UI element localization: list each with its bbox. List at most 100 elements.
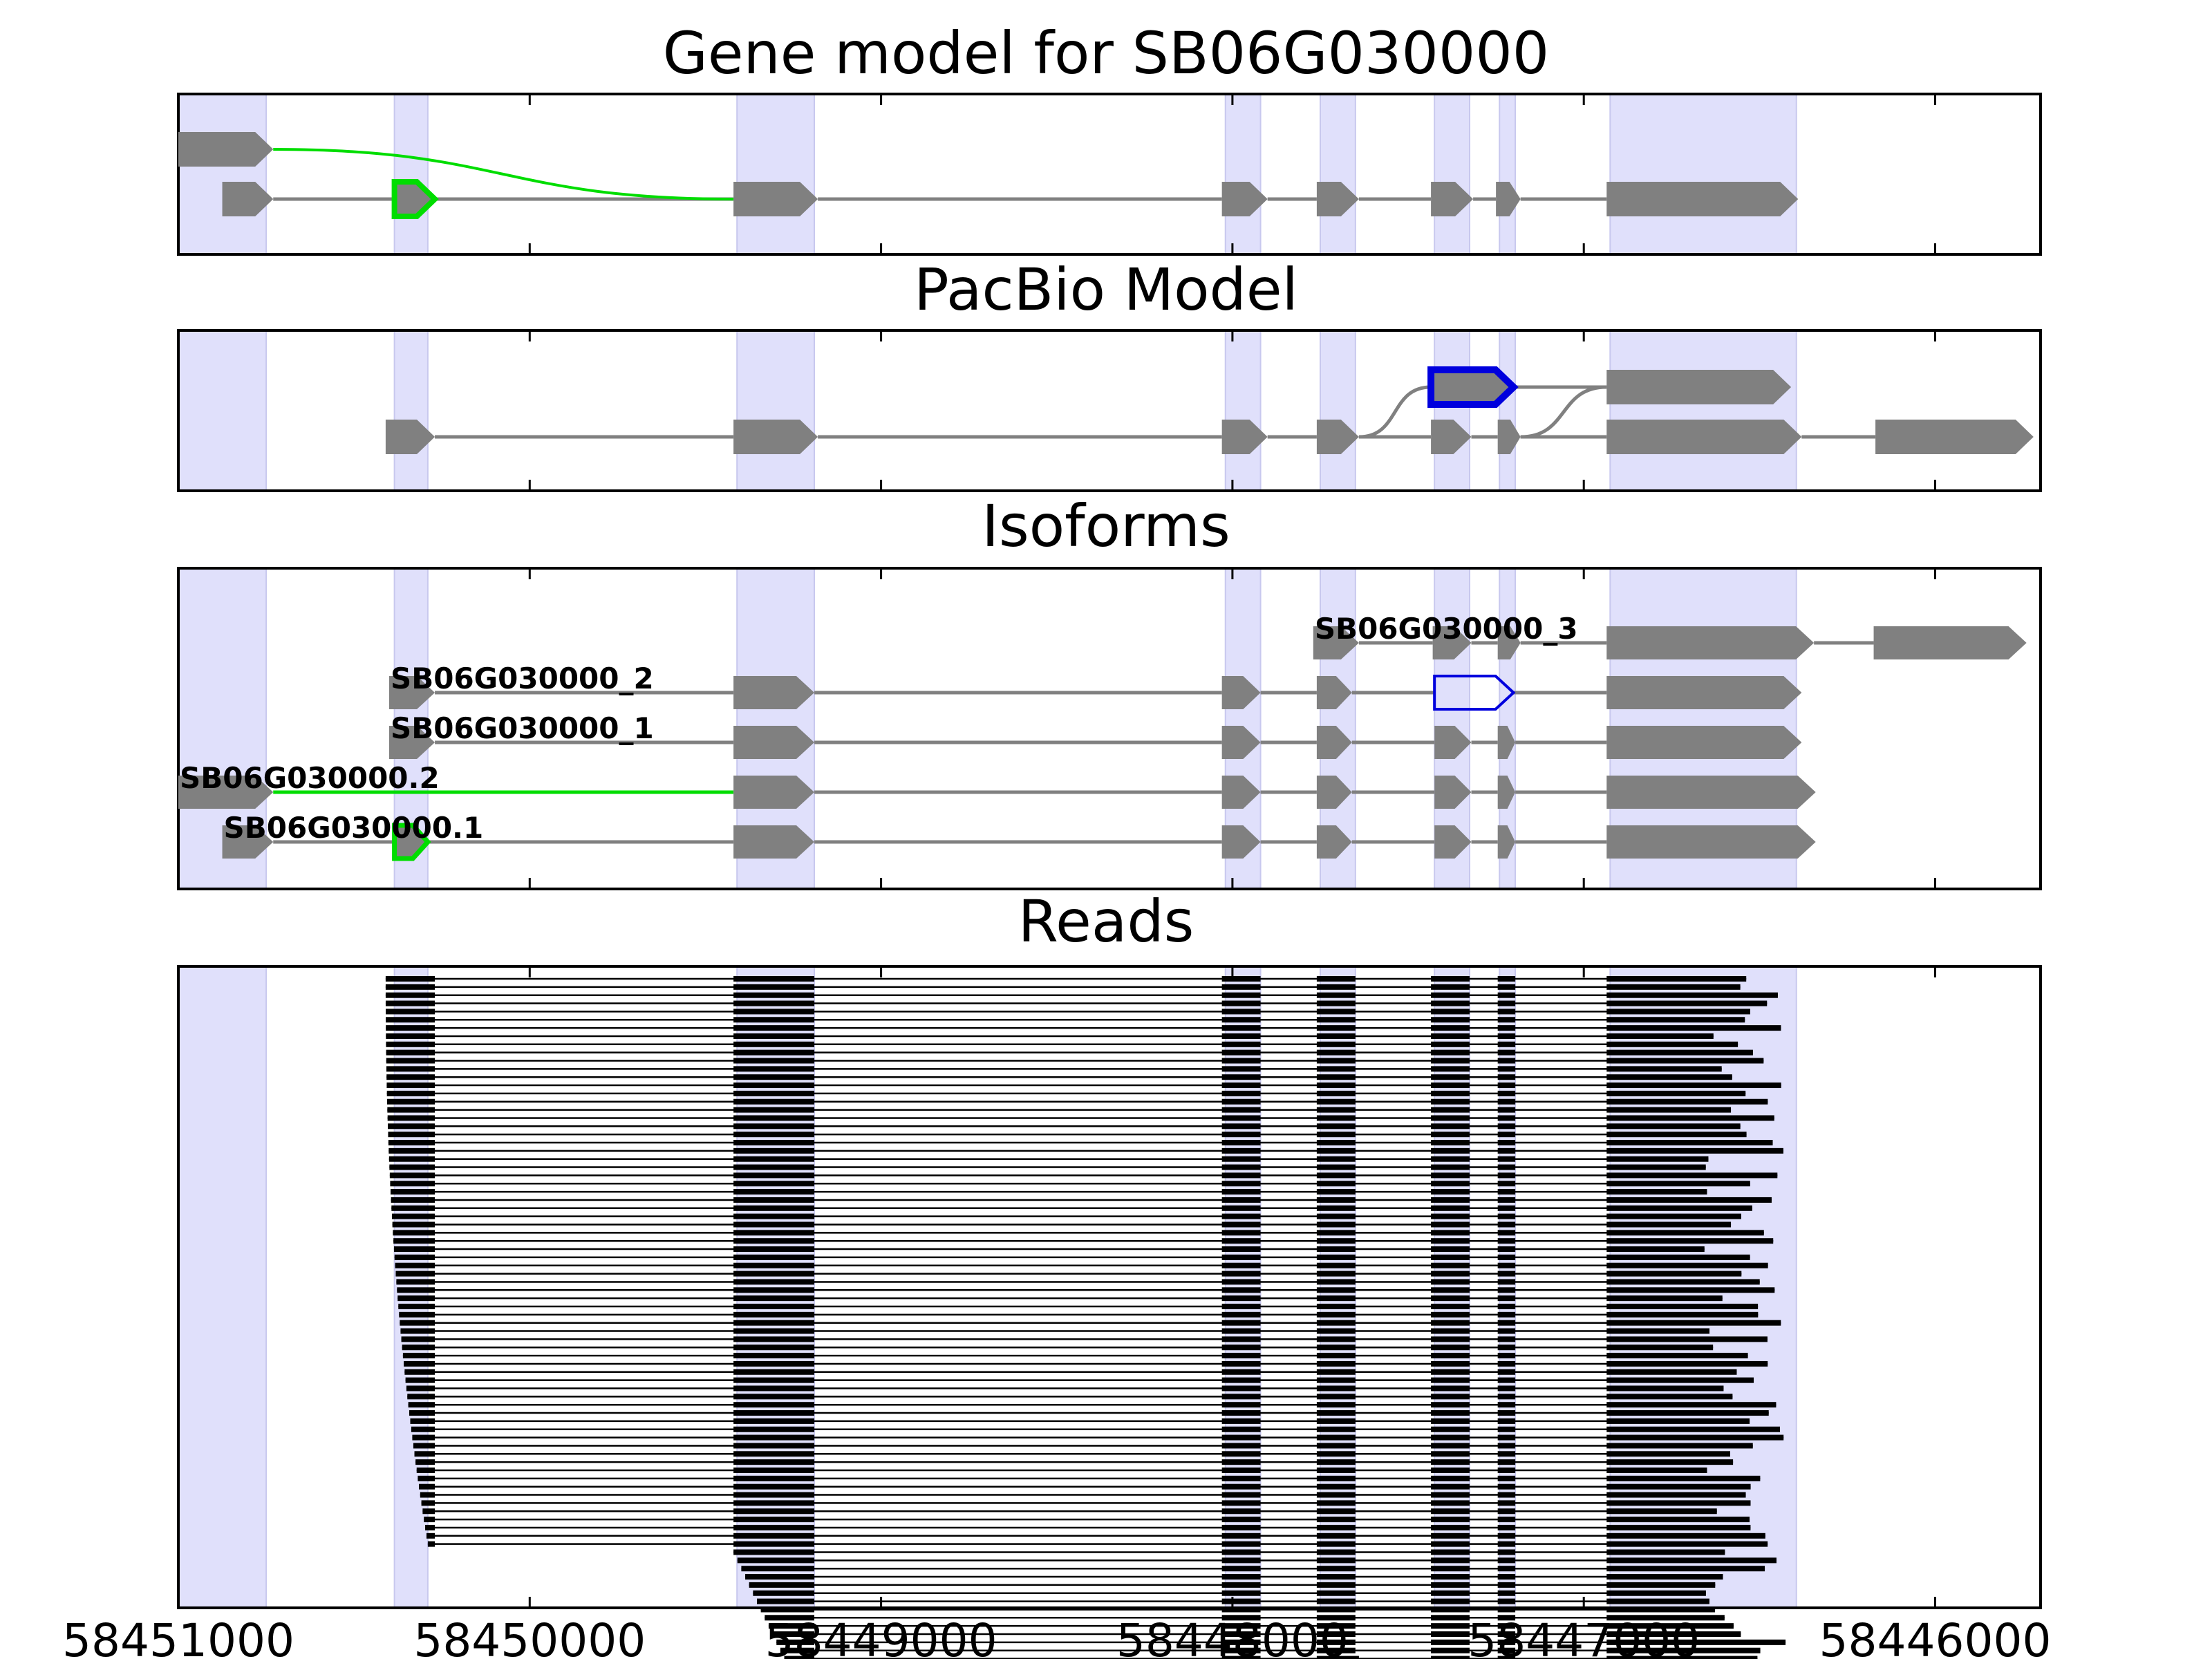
read-block xyxy=(1497,1058,1516,1064)
read-block xyxy=(399,1311,435,1318)
read-block xyxy=(1221,1066,1261,1072)
read-block xyxy=(1221,1524,1261,1530)
read-block xyxy=(1221,1132,1261,1138)
read-block xyxy=(1497,1172,1516,1179)
read-row xyxy=(386,1090,1746,1096)
splice-bridge xyxy=(273,148,734,200)
read-block xyxy=(1221,1147,1261,1154)
read-block xyxy=(1431,1311,1470,1318)
read-row xyxy=(418,1475,1761,1481)
read-block xyxy=(1431,1238,1470,1244)
read-block xyxy=(733,1082,815,1089)
read-block xyxy=(388,1132,435,1138)
exon-block xyxy=(1434,776,1472,809)
read-block xyxy=(1221,1238,1261,1244)
exon-block xyxy=(385,420,435,454)
read-block xyxy=(1221,1541,1261,1547)
read-block xyxy=(1431,1524,1470,1530)
read-row xyxy=(776,1639,1786,1645)
x-tick-label: 58447000 xyxy=(1468,1614,1700,1659)
read-block xyxy=(1221,1311,1261,1318)
read-block xyxy=(1606,1541,1768,1547)
read-row xyxy=(393,1246,1705,1253)
read-block xyxy=(1221,1483,1261,1490)
exon-block xyxy=(1316,776,1352,809)
pacbio-model-frame xyxy=(177,329,2042,492)
read-block xyxy=(1221,1336,1261,1342)
read-block xyxy=(1316,1492,1356,1498)
isoform-label: SB06G030000_2 xyxy=(391,662,654,695)
read-block xyxy=(780,1647,815,1653)
read-block xyxy=(1497,1656,1516,1659)
exon-block xyxy=(1606,420,1802,454)
read-block xyxy=(1431,1230,1470,1236)
read-block xyxy=(1431,1402,1470,1408)
pacbio-model-panel xyxy=(177,329,2042,492)
read-block xyxy=(1316,1541,1356,1547)
read-block xyxy=(1431,1090,1470,1096)
read-block xyxy=(1431,1517,1470,1523)
highlight-band xyxy=(1609,330,1797,491)
highlight-band xyxy=(1609,93,1797,255)
read-block xyxy=(1316,1557,1356,1564)
exon-block xyxy=(1496,182,1521,216)
reads-title: Reads xyxy=(1018,888,1194,955)
read-block xyxy=(1431,1394,1470,1400)
read-block xyxy=(1221,1033,1261,1039)
read-block xyxy=(1606,1517,1750,1523)
read-block xyxy=(1221,1443,1261,1449)
read-block xyxy=(1431,1295,1470,1302)
read-row xyxy=(386,1041,1738,1047)
read-row xyxy=(386,1033,1714,1039)
exon-block xyxy=(1431,182,1474,216)
read-block xyxy=(1606,1009,1750,1015)
read-row xyxy=(386,1066,1722,1072)
exon-block xyxy=(388,726,435,759)
read-block xyxy=(1431,1623,1470,1629)
exon-block xyxy=(178,776,274,809)
read-row xyxy=(385,984,1741,990)
read-block xyxy=(1606,1344,1714,1351)
read-block xyxy=(1316,1262,1356,1268)
read-block xyxy=(1431,1336,1470,1342)
read-block xyxy=(394,1254,435,1260)
read-block xyxy=(1316,976,1356,982)
read-block xyxy=(1606,1311,1759,1318)
read-block xyxy=(1221,1295,1261,1302)
highlight-band xyxy=(1319,93,1356,255)
read-block xyxy=(733,1418,815,1424)
read-block xyxy=(733,1353,815,1359)
read-block xyxy=(1316,1107,1356,1113)
read-block xyxy=(1497,1598,1516,1604)
read-block xyxy=(1606,1107,1732,1113)
read-block xyxy=(1221,1598,1261,1604)
read-block xyxy=(1221,1090,1261,1096)
read-block xyxy=(1431,1344,1470,1351)
exon-block xyxy=(1221,726,1261,759)
read-block xyxy=(386,1041,435,1047)
read-block xyxy=(1316,1132,1356,1138)
read-block xyxy=(386,1074,435,1080)
read-block xyxy=(1606,1418,1750,1424)
read-block xyxy=(1606,1304,1759,1309)
read-block xyxy=(1497,1017,1516,1023)
read-block xyxy=(1221,1566,1261,1572)
read-block xyxy=(1431,1181,1470,1187)
exon-block xyxy=(1221,182,1268,216)
read-block xyxy=(1431,1549,1470,1555)
read-block xyxy=(1221,1426,1261,1432)
read-block xyxy=(414,1451,435,1457)
read-block xyxy=(1431,1353,1470,1359)
read-block xyxy=(1316,1328,1356,1334)
read-block xyxy=(1606,1394,1733,1400)
read-block xyxy=(1606,1287,1775,1293)
read-block xyxy=(411,1426,435,1432)
read-block xyxy=(1431,984,1470,990)
exon-block xyxy=(1316,676,1352,709)
read-block xyxy=(1316,1304,1356,1309)
read-block xyxy=(1221,1115,1261,1121)
exon-block xyxy=(1221,776,1261,809)
read-row xyxy=(386,1017,1745,1023)
read-block xyxy=(1316,1582,1356,1588)
read-block xyxy=(391,1189,435,1195)
